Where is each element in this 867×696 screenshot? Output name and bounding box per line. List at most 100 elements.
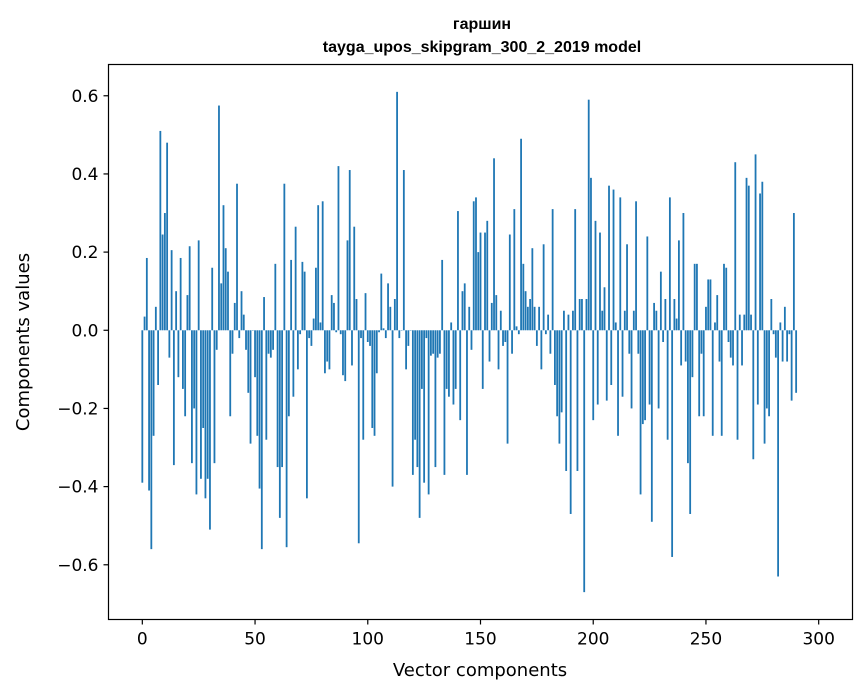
bar-232 <box>664 299 667 331</box>
bar-167 <box>517 330 520 335</box>
bar-14 <box>172 330 175 466</box>
bar-124 <box>420 330 423 389</box>
bar-203 <box>599 232 601 331</box>
bar-180 <box>547 314 550 331</box>
bar-18 <box>182 330 184 389</box>
bar-59 <box>274 263 277 331</box>
bar-69 <box>296 330 299 370</box>
chart-title-line1: гаршин <box>453 16 511 33</box>
bar-90 <box>344 330 347 382</box>
bar-226 <box>650 330 653 522</box>
bar-56 <box>267 330 270 354</box>
bar-161 <box>504 330 507 342</box>
y-tick-label: 0.0 <box>71 321 98 341</box>
bar-75 <box>310 330 313 346</box>
bar-137 <box>450 322 453 331</box>
bar-54 <box>263 297 265 331</box>
bar-1 <box>143 316 146 331</box>
bar-84 <box>330 295 333 331</box>
bar-92 <box>348 170 351 331</box>
bar-128 <box>430 330 432 356</box>
bar-169 <box>522 263 525 331</box>
bar-264 <box>736 330 739 440</box>
bar-198 <box>587 99 590 331</box>
bar-269 <box>747 185 750 331</box>
bar-163 <box>508 234 511 331</box>
bar-149 <box>477 252 480 331</box>
bar-133 <box>441 259 444 331</box>
bar-11 <box>166 142 169 331</box>
bar-21 <box>188 246 191 331</box>
bar-274 <box>759 193 761 331</box>
bar-283 <box>779 322 782 331</box>
y-axis: −0.6 −0.4 −0.2 0.0 0.2 0.4 0.6 <box>57 87 109 576</box>
bar-225 <box>648 330 651 405</box>
bar-127 <box>427 330 430 495</box>
bar-129 <box>432 330 435 354</box>
plot-area-frame <box>107 63 854 621</box>
bar-179 <box>544 330 547 335</box>
bar-58 <box>272 330 274 350</box>
y-tick-label: −0.6 <box>57 556 98 576</box>
bar-239 <box>680 330 683 366</box>
bar-117 <box>405 330 407 370</box>
bar-185 <box>558 330 561 444</box>
bar-223 <box>644 330 646 421</box>
bar-287 <box>788 330 791 335</box>
bar-25 <box>197 240 200 331</box>
bar-52 <box>258 330 261 489</box>
bar-143 <box>463 283 466 331</box>
bar-184 <box>556 330 559 417</box>
bar-53 <box>260 330 263 550</box>
bar-176 <box>538 306 541 331</box>
bar-23 <box>193 330 196 409</box>
bar-196 <box>583 330 586 593</box>
bar-178 <box>542 244 545 331</box>
chart-title-line2: tayga_upos_skipgram_300_2_2019 model <box>323 39 641 56</box>
bar-45 <box>242 314 245 331</box>
bar-230 <box>659 271 662 331</box>
bar-153 <box>486 220 489 331</box>
bar-62 <box>281 330 283 468</box>
bar-24 <box>195 330 198 495</box>
bar-17 <box>179 257 182 331</box>
bar-238 <box>678 240 680 331</box>
bar-237 <box>675 318 678 331</box>
x-tick-label: 150 <box>464 630 496 650</box>
bar-271 <box>752 330 755 460</box>
bar-216 <box>628 330 631 354</box>
bar-205 <box>603 287 606 331</box>
bar-162 <box>506 330 509 444</box>
bar-206 <box>605 330 608 401</box>
bar-285 <box>783 306 786 331</box>
bar-113 <box>396 91 398 331</box>
x-tick-label: 250 <box>690 630 722 650</box>
bar-217 <box>630 330 633 409</box>
bar-260 <box>727 330 730 342</box>
bar-151 <box>481 330 484 389</box>
bar-68 <box>294 226 297 331</box>
bar-80 <box>321 201 324 331</box>
bar-97 <box>360 330 362 339</box>
bar-130 <box>434 330 437 468</box>
bar-112 <box>393 299 396 331</box>
bar-181 <box>549 330 552 354</box>
bar-187 <box>563 310 565 331</box>
bar-222 <box>641 330 644 425</box>
bar-253 <box>711 330 714 436</box>
bar-44 <box>240 291 243 331</box>
bar-140 <box>457 211 459 331</box>
bar-108 <box>384 330 387 339</box>
bar-42 <box>236 183 238 331</box>
bar-55 <box>265 330 268 440</box>
bar-195 <box>581 299 583 331</box>
bar-278 <box>768 330 770 417</box>
bar-86 <box>335 330 338 333</box>
bar-152 <box>484 232 486 331</box>
bar-245 <box>693 263 696 331</box>
bar-29 <box>206 330 209 479</box>
bar-165 <box>513 209 516 331</box>
bar-197 <box>585 299 588 331</box>
bar-199 <box>590 177 592 331</box>
bar-110 <box>389 306 392 331</box>
